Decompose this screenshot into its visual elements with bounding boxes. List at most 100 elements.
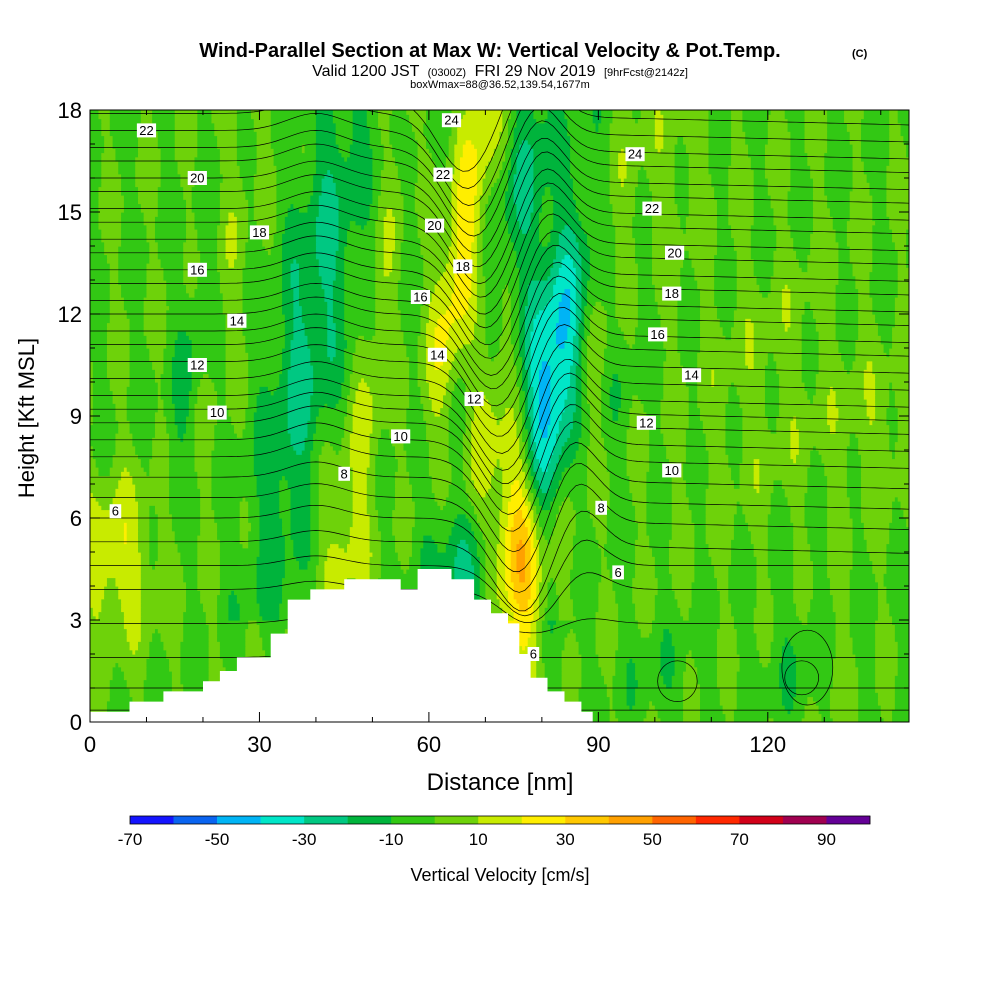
velocity-cell	[612, 377, 619, 383]
velocity-cell	[118, 428, 131, 434]
velocity-cell	[683, 717, 701, 722]
velocity-cell	[90, 535, 125, 540]
velocity-cell	[522, 416, 526, 421]
velocity-cell	[211, 458, 255, 464]
velocity-cell	[578, 356, 582, 362]
velocity-cell	[700, 326, 724, 332]
velocity-cell	[160, 382, 173, 387]
velocity-cell	[225, 343, 246, 349]
velocity-cell	[248, 535, 261, 540]
velocity-cell	[465, 424, 472, 430]
velocity-cell	[471, 424, 518, 430]
velocity-cell	[536, 654, 543, 659]
velocity-cell	[858, 679, 876, 685]
velocity-cell	[324, 573, 371, 579]
velocity-cell	[522, 382, 529, 387]
velocity-cell	[505, 560, 512, 566]
velocity-cell	[663, 637, 673, 642]
velocity-cell	[169, 458, 196, 464]
velocity-cell	[855, 348, 885, 353]
velocity-cell	[378, 450, 396, 455]
velocity-cell	[318, 267, 337, 273]
velocity-cell	[242, 271, 283, 277]
velocity-cell	[129, 692, 145, 698]
velocity-cell	[620, 394, 633, 400]
velocity-cell	[637, 683, 667, 689]
velocity-cell	[392, 522, 416, 528]
velocity-cell	[601, 573, 611, 579]
velocity-cell	[733, 522, 749, 528]
velocity-cell	[502, 488, 512, 494]
velocity-cell	[796, 692, 831, 698]
velocity-cell	[736, 688, 783, 693]
velocity-cell	[587, 496, 611, 502]
velocity-cell	[632, 394, 639, 400]
velocity-cell	[445, 496, 470, 502]
velocity-cell	[527, 641, 537, 647]
velocity-cell	[742, 420, 769, 426]
velocity-cell	[279, 501, 292, 506]
velocity-cell	[496, 458, 501, 464]
velocity-cell	[90, 705, 108, 710]
velocity-cell	[725, 335, 732, 341]
velocity-cell	[796, 654, 837, 659]
velocity-cell	[217, 615, 229, 621]
velocity-cell	[773, 594, 794, 600]
velocity-cell	[615, 654, 662, 659]
velocity-cell	[414, 509, 475, 515]
velocity-cell	[123, 522, 128, 528]
velocity-cell	[245, 628, 261, 634]
velocity-cell	[524, 552, 532, 557]
velocity-cell	[152, 365, 165, 370]
velocity-cell	[612, 411, 619, 417]
velocity-cell	[753, 462, 760, 468]
velocity-cell	[812, 586, 831, 591]
velocity-cell	[375, 488, 396, 494]
velocity-cell	[284, 335, 294, 341]
velocity-cell	[697, 373, 712, 379]
velocity-cell	[770, 590, 794, 596]
velocity-cell	[106, 581, 117, 587]
velocity-cell	[736, 700, 783, 706]
velocity-cell	[753, 620, 775, 625]
velocity-cell	[835, 424, 890, 430]
velocity-cell	[411, 535, 424, 540]
velocity-cell	[454, 352, 489, 358]
velocity-cell	[852, 641, 876, 647]
velocity-cell	[827, 547, 854, 553]
velocity-cell	[420, 390, 430, 396]
velocity-cell	[575, 522, 594, 528]
velocity-cell	[208, 671, 227, 676]
velocity-cell	[886, 598, 909, 604]
velocity-cell	[318, 475, 354, 481]
velocity-cell	[595, 645, 619, 651]
velocity-cell	[584, 322, 591, 328]
velocity-cell	[524, 458, 532, 464]
velocity-cell	[753, 360, 769, 366]
velocity-cell	[649, 450, 667, 455]
velocity-cell	[138, 509, 150, 515]
velocity-cell	[524, 484, 532, 489]
velocity-cell	[126, 403, 159, 409]
velocity-cell	[527, 505, 532, 511]
velocity-cell	[575, 373, 582, 379]
velocity-cell	[485, 577, 498, 583]
velocity-cell	[646, 709, 659, 715]
velocity-cell	[829, 709, 859, 715]
velocity-cell	[200, 518, 215, 523]
velocity-cell	[550, 454, 560, 460]
velocity-cell	[668, 543, 695, 549]
velocity-cell	[733, 382, 766, 387]
velocity-cell	[872, 569, 888, 574]
velocity-cell	[242, 326, 286, 332]
velocity-cell	[505, 526, 512, 532]
velocity-cell	[849, 569, 873, 574]
velocity-cell	[437, 280, 455, 285]
velocity-cell	[609, 713, 616, 719]
velocity-cell	[530, 586, 537, 591]
velocity-cell	[163, 411, 176, 417]
velocity-cell	[126, 314, 145, 319]
velocity-cell	[581, 339, 588, 345]
velocity-cell	[366, 471, 376, 477]
velocity-cell	[632, 581, 659, 587]
